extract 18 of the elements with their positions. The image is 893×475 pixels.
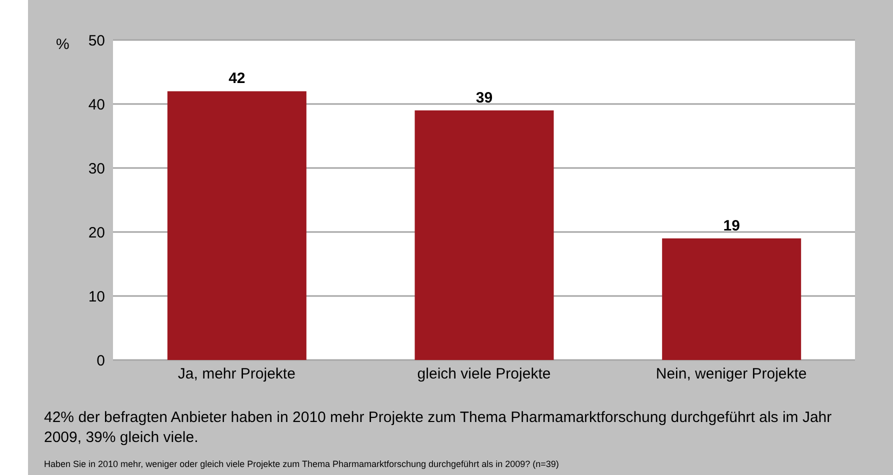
bar — [662, 238, 802, 360]
y-tick-label: 0 — [96, 352, 105, 370]
y-tick-label: 40 — [88, 96, 105, 114]
text: 42% der befragten Anbieter haben in 2010 mehr Projekte zum Thema Pharmamarktforschung durchgeführt als im Jahr 2009, 39% gleich viele. — [44, 408, 833, 448]
data-label: 42 — [228, 70, 246, 88]
x-tick-label: gleich viele Projekte — [417, 366, 551, 383]
text: Haben Sie in 2010 mehr, weniger oder gleich viele Projekte zum Thema Pharmamarktforschung durchgeführt als in 2009? (n=39) — [44, 458, 560, 470]
bar — [167, 91, 306, 360]
y-axis-title: % — [56, 36, 70, 53]
data-label: 39 — [476, 89, 493, 106]
x-tick-label: Nein, weniger Projekte — [656, 366, 807, 383]
x-tick-label: Ja, mehr Projekte — [178, 366, 296, 383]
y-tick-label: 10 — [88, 288, 105, 306]
y-tick-label: 50 — [88, 32, 105, 50]
data-label: 19 — [723, 217, 740, 234]
y-tick-label: 30 — [88, 160, 105, 178]
bar — [414, 110, 554, 360]
y-tick-label: 20 — [88, 224, 105, 242]
